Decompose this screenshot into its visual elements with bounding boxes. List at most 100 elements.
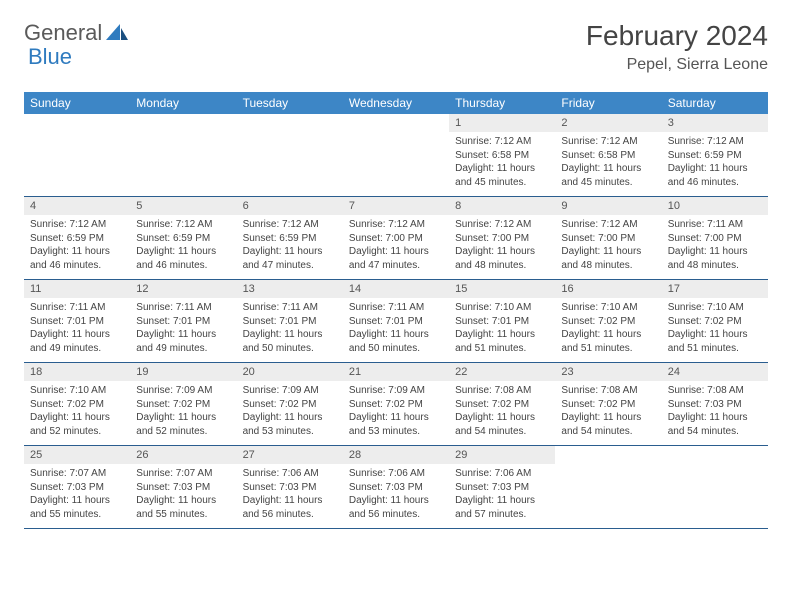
day-details: Sunrise: 7:10 AMSunset: 7:01 PMDaylight:… — [449, 298, 555, 361]
dayname-row: Sunday Monday Tuesday Wednesday Thursday… — [24, 92, 768, 114]
day-details: Sunrise: 7:10 AMSunset: 7:02 PMDaylight:… — [662, 298, 768, 361]
sunset-text: Sunset: 7:02 PM — [30, 398, 124, 412]
sunset-text: Sunset: 6:58 PM — [561, 149, 655, 163]
sunset-text: Sunset: 7:02 PM — [668, 315, 762, 329]
month-title: February 2024 — [586, 20, 768, 52]
day-cell: 1Sunrise: 7:12 AMSunset: 6:58 PMDaylight… — [449, 114, 555, 196]
day-number: 13 — [237, 280, 343, 298]
day-number: 1 — [449, 114, 555, 132]
week-row: 18Sunrise: 7:10 AMSunset: 7:02 PMDayligh… — [24, 363, 768, 446]
sunrise-text: Sunrise: 7:11 AM — [30, 301, 124, 315]
day-details: Sunrise: 7:07 AMSunset: 7:03 PMDaylight:… — [24, 464, 130, 527]
day-cell: 13Sunrise: 7:11 AMSunset: 7:01 PMDayligh… — [237, 280, 343, 362]
dayname-wednesday: Wednesday — [343, 92, 449, 114]
day-details: Sunrise: 7:11 AMSunset: 7:01 PMDaylight:… — [130, 298, 236, 361]
day-number: 3 — [662, 114, 768, 132]
sunrise-text: Sunrise: 7:07 AM — [30, 467, 124, 481]
day-number: 27 — [237, 446, 343, 464]
sunrise-text: Sunrise: 7:09 AM — [243, 384, 337, 398]
day-number: 26 — [130, 446, 236, 464]
day-details: Sunrise: 7:11 AMSunset: 7:01 PMDaylight:… — [237, 298, 343, 361]
daylight-text: Daylight: 11 hours and 55 minutes. — [30, 494, 124, 521]
day-number: 2 — [555, 114, 661, 132]
sunrise-text: Sunrise: 7:08 AM — [561, 384, 655, 398]
sunset-text: Sunset: 7:02 PM — [243, 398, 337, 412]
day-number: 28 — [343, 446, 449, 464]
sunset-text: Sunset: 7:02 PM — [561, 398, 655, 412]
daylight-text: Daylight: 11 hours and 51 minutes. — [561, 328, 655, 355]
daylight-text: Daylight: 11 hours and 53 minutes. — [349, 411, 443, 438]
day-cell: 20Sunrise: 7:09 AMSunset: 7:02 PMDayligh… — [237, 363, 343, 445]
daylight-text: Daylight: 11 hours and 50 minutes. — [349, 328, 443, 355]
day-number — [343, 114, 449, 132]
dayname-sunday: Sunday — [24, 92, 130, 114]
sunrise-text: Sunrise: 7:12 AM — [561, 135, 655, 149]
day-details: Sunrise: 7:11 AMSunset: 7:01 PMDaylight:… — [24, 298, 130, 361]
day-cell — [24, 114, 130, 196]
location: Pepel, Sierra Leone — [586, 56, 768, 74]
day-number: 11 — [24, 280, 130, 298]
day-cell: 10Sunrise: 7:11 AMSunset: 7:00 PMDayligh… — [662, 197, 768, 279]
sunset-text: Sunset: 6:59 PM — [30, 232, 124, 246]
day-number — [130, 114, 236, 132]
sunset-text: Sunset: 7:03 PM — [349, 481, 443, 495]
day-number: 7 — [343, 197, 449, 215]
daylight-text: Daylight: 11 hours and 54 minutes. — [668, 411, 762, 438]
sunset-text: Sunset: 7:01 PM — [455, 315, 549, 329]
sunset-text: Sunset: 6:58 PM — [455, 149, 549, 163]
day-cell: 15Sunrise: 7:10 AMSunset: 7:01 PMDayligh… — [449, 280, 555, 362]
daylight-text: Daylight: 11 hours and 52 minutes. — [30, 411, 124, 438]
sunset-text: Sunset: 7:02 PM — [455, 398, 549, 412]
sunset-text: Sunset: 7:03 PM — [455, 481, 549, 495]
dayname-tuesday: Tuesday — [237, 92, 343, 114]
day-details: Sunrise: 7:12 AMSunset: 6:59 PMDaylight:… — [130, 215, 236, 278]
sunset-text: Sunset: 7:02 PM — [136, 398, 230, 412]
daylight-text: Daylight: 11 hours and 45 minutes. — [561, 162, 655, 189]
day-number: 20 — [237, 363, 343, 381]
sunrise-text: Sunrise: 7:09 AM — [349, 384, 443, 398]
sunset-text: Sunset: 7:01 PM — [136, 315, 230, 329]
day-details: Sunrise: 7:10 AMSunset: 7:02 PMDaylight:… — [555, 298, 661, 361]
day-cell: 26Sunrise: 7:07 AMSunset: 7:03 PMDayligh… — [130, 446, 236, 528]
day-details: Sunrise: 7:08 AMSunset: 7:02 PMDaylight:… — [555, 381, 661, 444]
day-cell: 25Sunrise: 7:07 AMSunset: 7:03 PMDayligh… — [24, 446, 130, 528]
day-cell: 22Sunrise: 7:08 AMSunset: 7:02 PMDayligh… — [449, 363, 555, 445]
day-cell: 27Sunrise: 7:06 AMSunset: 7:03 PMDayligh… — [237, 446, 343, 528]
brand-part1: General — [24, 20, 102, 46]
day-cell: 28Sunrise: 7:06 AMSunset: 7:03 PMDayligh… — [343, 446, 449, 528]
day-number: 25 — [24, 446, 130, 464]
sunset-text: Sunset: 7:00 PM — [349, 232, 443, 246]
day-details: Sunrise: 7:10 AMSunset: 7:02 PMDaylight:… — [24, 381, 130, 444]
daylight-text: Daylight: 11 hours and 48 minutes. — [668, 245, 762, 272]
day-number: 8 — [449, 197, 555, 215]
day-details: Sunrise: 7:12 AMSunset: 6:58 PMDaylight:… — [449, 132, 555, 195]
daylight-text: Daylight: 11 hours and 46 minutes. — [668, 162, 762, 189]
day-details: Sunrise: 7:12 AMSunset: 6:59 PMDaylight:… — [24, 215, 130, 278]
day-cell: 23Sunrise: 7:08 AMSunset: 7:02 PMDayligh… — [555, 363, 661, 445]
day-cell: 6Sunrise: 7:12 AMSunset: 6:59 PMDaylight… — [237, 197, 343, 279]
sunrise-text: Sunrise: 7:10 AM — [561, 301, 655, 315]
daylight-text: Daylight: 11 hours and 47 minutes. — [349, 245, 443, 272]
daylight-text: Daylight: 11 hours and 48 minutes. — [455, 245, 549, 272]
day-cell: 7Sunrise: 7:12 AMSunset: 7:00 PMDaylight… — [343, 197, 449, 279]
day-details: Sunrise: 7:12 AMSunset: 6:59 PMDaylight:… — [237, 215, 343, 278]
daylight-text: Daylight: 11 hours and 49 minutes. — [30, 328, 124, 355]
week-row: 11Sunrise: 7:11 AMSunset: 7:01 PMDayligh… — [24, 280, 768, 363]
page-header: General February 2024 Pepel, Sierra Leon… — [24, 20, 768, 74]
daylight-text: Daylight: 11 hours and 54 minutes. — [455, 411, 549, 438]
sunrise-text: Sunrise: 7:10 AM — [30, 384, 124, 398]
sunset-text: Sunset: 7:01 PM — [349, 315, 443, 329]
day-details: Sunrise: 7:12 AMSunset: 6:58 PMDaylight:… — [555, 132, 661, 195]
daylight-text: Daylight: 11 hours and 51 minutes. — [455, 328, 549, 355]
sunrise-text: Sunrise: 7:09 AM — [136, 384, 230, 398]
day-number — [24, 114, 130, 132]
sunrise-text: Sunrise: 7:07 AM — [136, 467, 230, 481]
day-number: 21 — [343, 363, 449, 381]
title-block: February 2024 Pepel, Sierra Leone — [586, 20, 768, 74]
day-number: 5 — [130, 197, 236, 215]
brand-part2: Blue — [28, 44, 72, 70]
daylight-text: Daylight: 11 hours and 54 minutes. — [561, 411, 655, 438]
day-cell — [130, 114, 236, 196]
sunrise-text: Sunrise: 7:11 AM — [243, 301, 337, 315]
day-number: 16 — [555, 280, 661, 298]
